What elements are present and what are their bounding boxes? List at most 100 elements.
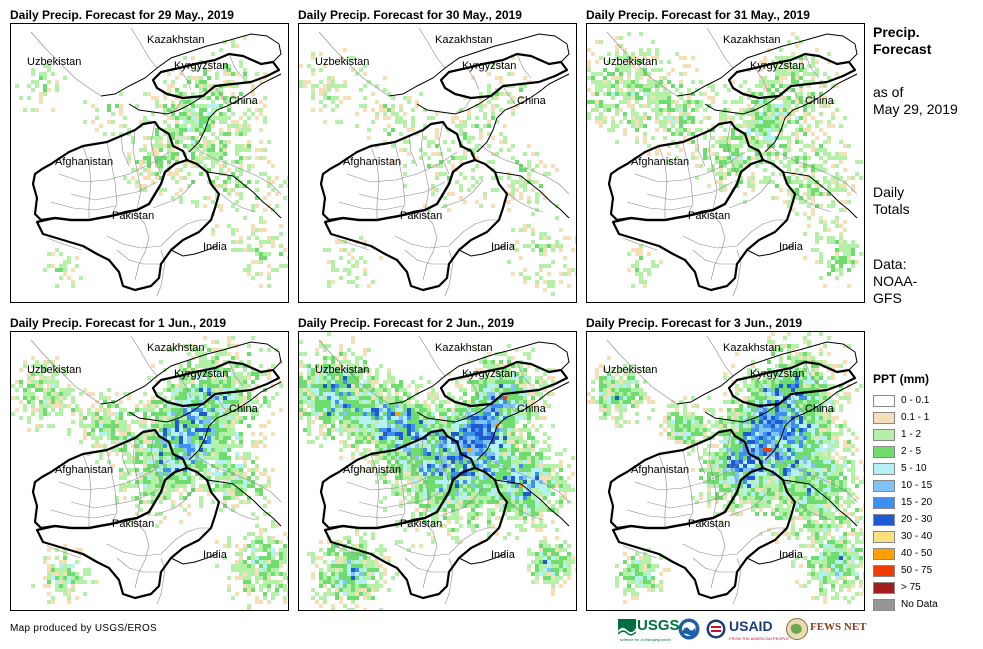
precip-cell (619, 76, 623, 80)
precip-cell (719, 184, 723, 188)
precip-cell (287, 592, 288, 596)
precip-cell (707, 96, 711, 100)
map-svg (15, 27, 288, 297)
precip-cell (199, 360, 203, 364)
precip-cell (111, 404, 115, 408)
precip-cell (35, 360, 39, 364)
precip-cell (215, 92, 219, 96)
precip-cell (795, 176, 799, 180)
precip-cell (695, 144, 699, 148)
precip-cell (599, 120, 603, 124)
precip-cell (203, 96, 207, 100)
precip-cell (535, 192, 539, 196)
admin-boundary-line (106, 219, 211, 249)
precip-cell (203, 124, 207, 128)
precip-cell (639, 68, 643, 72)
precip-cell (831, 100, 835, 104)
precip-cell (135, 184, 139, 188)
precip-cell (459, 128, 463, 132)
admin-boundary-line (508, 193, 544, 213)
precip-cell (739, 84, 743, 88)
precip-cell (23, 396, 27, 400)
precip-cell (191, 460, 195, 464)
precip-cell (99, 444, 103, 448)
precip-cell (475, 124, 479, 128)
precip-cell (231, 420, 235, 424)
precip-cell (235, 560, 239, 564)
precip-cell (383, 384, 387, 388)
precip-cell (363, 424, 367, 428)
precip-cell (803, 176, 807, 180)
precip-cell (355, 412, 359, 416)
precip-cell (495, 428, 499, 432)
precip-cell (51, 264, 55, 268)
international-border-line (206, 171, 282, 219)
precip-cell (243, 500, 247, 504)
precip-cell (499, 380, 503, 384)
precip-cell (823, 132, 827, 136)
precip-cell (839, 152, 843, 156)
precip-cell (815, 72, 819, 76)
precip-cell (767, 108, 771, 112)
precip-cell (243, 120, 247, 124)
precip-cell (323, 368, 327, 372)
precip-cell (647, 96, 651, 100)
precip-cell (239, 500, 243, 504)
precip-cell (179, 100, 183, 104)
precip-cell (179, 104, 183, 108)
precip-cell (175, 412, 179, 416)
precip-cell (75, 596, 79, 600)
precip-cell (67, 568, 71, 572)
precip-cell (247, 568, 251, 572)
precip-cell (611, 120, 615, 124)
precip-cell (219, 404, 223, 408)
precip-cell (571, 248, 575, 252)
precip-cell (767, 48, 771, 52)
precip-cell (67, 392, 71, 396)
precip-cell (207, 140, 211, 144)
precip-cell (223, 396, 227, 400)
precip-cell (179, 364, 183, 368)
precip-cell (83, 432, 87, 436)
precip-cell (519, 384, 523, 388)
precip-cell (319, 408, 323, 412)
precip-cell (187, 440, 191, 444)
precip-cell (347, 412, 351, 416)
precip-cell (227, 224, 231, 228)
precip-cell (99, 392, 103, 396)
precip-cell (127, 160, 131, 164)
precip-cell (351, 420, 355, 424)
precip-cell (359, 396, 363, 400)
precip-cell (207, 124, 211, 128)
precip-cell (399, 440, 403, 444)
precip-cell (723, 116, 727, 120)
precip-cell (403, 164, 407, 168)
precip-cell (255, 72, 259, 76)
precip-cell (363, 268, 367, 272)
precip-cell (231, 404, 235, 408)
precip-cell (203, 120, 207, 124)
precip-cell (135, 480, 139, 484)
precip-cell (491, 380, 495, 384)
precip-cell (255, 456, 259, 460)
precip-cell (647, 152, 651, 156)
precip-cell (823, 72, 827, 76)
precip-cell (639, 124, 643, 128)
precip-cell (251, 408, 255, 412)
precip-cell (519, 404, 523, 408)
precip-cell (367, 392, 371, 396)
precip-cell (59, 392, 63, 396)
precip-cell (95, 440, 99, 444)
precip-cell (787, 40, 791, 44)
precip-cell (543, 384, 547, 388)
precip-cell (179, 116, 183, 120)
precip-cell (363, 388, 367, 392)
precip-cell (147, 480, 151, 484)
precip-cell (179, 444, 183, 448)
precip-cell (543, 164, 547, 168)
precip-cell (171, 464, 175, 468)
precip-cell (527, 404, 531, 408)
precip-cell (239, 60, 243, 64)
precip-cell (167, 448, 171, 452)
admin-boundary-line (478, 143, 570, 195)
